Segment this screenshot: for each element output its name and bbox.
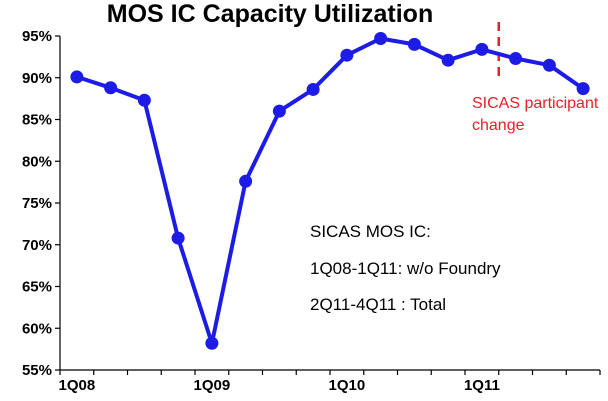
y-tick-label: 60% (22, 320, 52, 337)
data-point (509, 52, 523, 66)
data-point (239, 174, 253, 188)
x-tick-label: 1Q11 (464, 377, 500, 394)
sicas-change-annotation: SICAS participant change (472, 22, 603, 134)
series-line (76, 36, 585, 346)
data-point (407, 37, 421, 51)
chart-note: SICAS MOS IC: 1Q08-1Q11: w/o Foundry 2Q1… (310, 222, 501, 314)
note-line-1: SICAS MOS IC: (310, 222, 431, 241)
data-point (205, 336, 219, 350)
data-point (272, 104, 286, 118)
x-axis: 1Q08 1Q09 1Q10 1Q11 (59, 369, 601, 394)
x-tick-label: 1Q08 (59, 377, 96, 394)
y-ticks: 55% 60% 65% 70% 75% 80% 85% 90% 95% (22, 28, 60, 379)
data-point (576, 82, 590, 96)
note-line-3: 2Q11-4Q11 : Total (310, 295, 446, 314)
y-tick-label: 95% (22, 28, 52, 45)
x-ticks: 1Q08 1Q09 1Q10 1Q11 (59, 370, 601, 394)
data-point (306, 82, 320, 96)
y-tick-label: 75% (22, 195, 52, 212)
data-point (104, 81, 118, 95)
data-point (441, 53, 455, 67)
data-point (137, 93, 151, 107)
y-tick-label: 65% (22, 279, 52, 296)
data-point (171, 231, 185, 245)
x-tick-label: 1Q10 (329, 377, 366, 394)
plot-area (70, 32, 590, 350)
y-tick-label: 55% (22, 362, 52, 379)
sicas-change-label: SICAS participant change (472, 95, 603, 134)
sicas-change-label-line-1: SICAS participant (472, 95, 599, 112)
y-axis: 55% 60% 65% 70% 75% 80% 85% 90% 95% (22, 28, 61, 379)
data-point (340, 48, 354, 62)
data-point (475, 42, 489, 56)
data-point (542, 58, 556, 72)
y-tick-label: 90% (22, 70, 52, 87)
data-point (374, 32, 388, 46)
data-point (70, 70, 84, 84)
x-tick-label: 1Q09 (194, 377, 231, 394)
y-tick-label: 70% (22, 237, 52, 254)
sicas-change-label-line-2: change (472, 117, 525, 134)
y-tick-label: 80% (22, 153, 52, 170)
y-tick-label: 85% (22, 112, 52, 129)
chart-title: MOS IC Capacity Utilization (107, 0, 433, 28)
note-line-2: 1Q08-1Q11: w/o Foundry (310, 259, 501, 278)
